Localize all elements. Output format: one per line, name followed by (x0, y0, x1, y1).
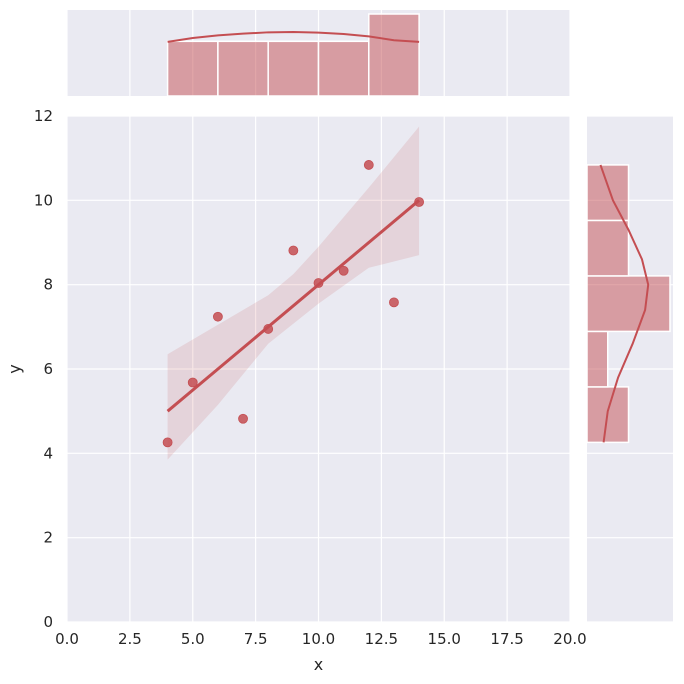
top-marginal-histogram (166, 13, 420, 97)
y-tick-label: 12 (34, 107, 53, 125)
right-marginal-histogram (586, 164, 671, 444)
x-tick-label: 20.0 (553, 630, 586, 648)
scatter-point (263, 324, 274, 334)
x-tick-label: 10.0 (302, 630, 335, 648)
right-kde-curve (599, 164, 650, 443)
scatter-point (162, 437, 173, 448)
y-tick-label: 2 (43, 529, 53, 547)
top-histogram-bar (267, 40, 320, 97)
x-tick-label: 2.5 (118, 630, 142, 648)
right-histogram-bar (586, 275, 671, 333)
scatter-point (414, 197, 425, 207)
top-marginal-kde (167, 31, 420, 43)
scatter-point (313, 278, 324, 288)
scatter-point (238, 413, 248, 424)
top-histogram-bar (217, 40, 269, 97)
main-plot-grid (66, 115, 571, 623)
scatter-points (162, 160, 425, 448)
scatter-point (212, 311, 223, 322)
x-tick-label: 7.5 (244, 630, 268, 648)
top-histogram-bar (368, 13, 420, 97)
regression-line (166, 199, 421, 413)
right-histogram-bar (586, 330, 609, 388)
x-tick-label: 0.0 (55, 630, 79, 648)
y-tick-label: 6 (43, 360, 53, 378)
x-axis-label: x (314, 655, 323, 674)
y-tick-label: 8 (43, 276, 53, 294)
top-histogram-bar (317, 40, 370, 97)
right-histogram-bar (586, 164, 630, 222)
scatter-point (363, 160, 374, 170)
confidence-band (167, 126, 420, 460)
scatter-point (389, 297, 399, 308)
x-tick-label: 5.0 (181, 630, 205, 648)
confidence-band-area (167, 126, 420, 460)
right-marginal-kde (599, 164, 650, 443)
x-tick-label: 15.0 (428, 630, 461, 648)
scatter-point (288, 245, 299, 256)
scatter-point (338, 265, 349, 276)
x-tick-label: 17.5 (490, 630, 523, 648)
y-axis-label: y (5, 364, 24, 373)
top-kde-curve (167, 31, 420, 43)
scatter-point (187, 377, 198, 388)
y-tick-label: 4 (43, 444, 53, 462)
y-tick-label: 0 (43, 613, 53, 631)
top-histogram-bar (166, 40, 219, 97)
regression-fit-line (166, 199, 421, 413)
y-tick-label: 10 (34, 191, 53, 209)
x-tick-labels: 0.0 2.5 5.0 7.5 10.0 12.5 15.0 17.5 20.0 (55, 630, 587, 648)
right-histogram-bar (586, 219, 630, 277)
x-tick-label: 12.5 (365, 630, 398, 648)
y-tick-labels: 0 2 4 6 8 10 12 (34, 107, 53, 631)
